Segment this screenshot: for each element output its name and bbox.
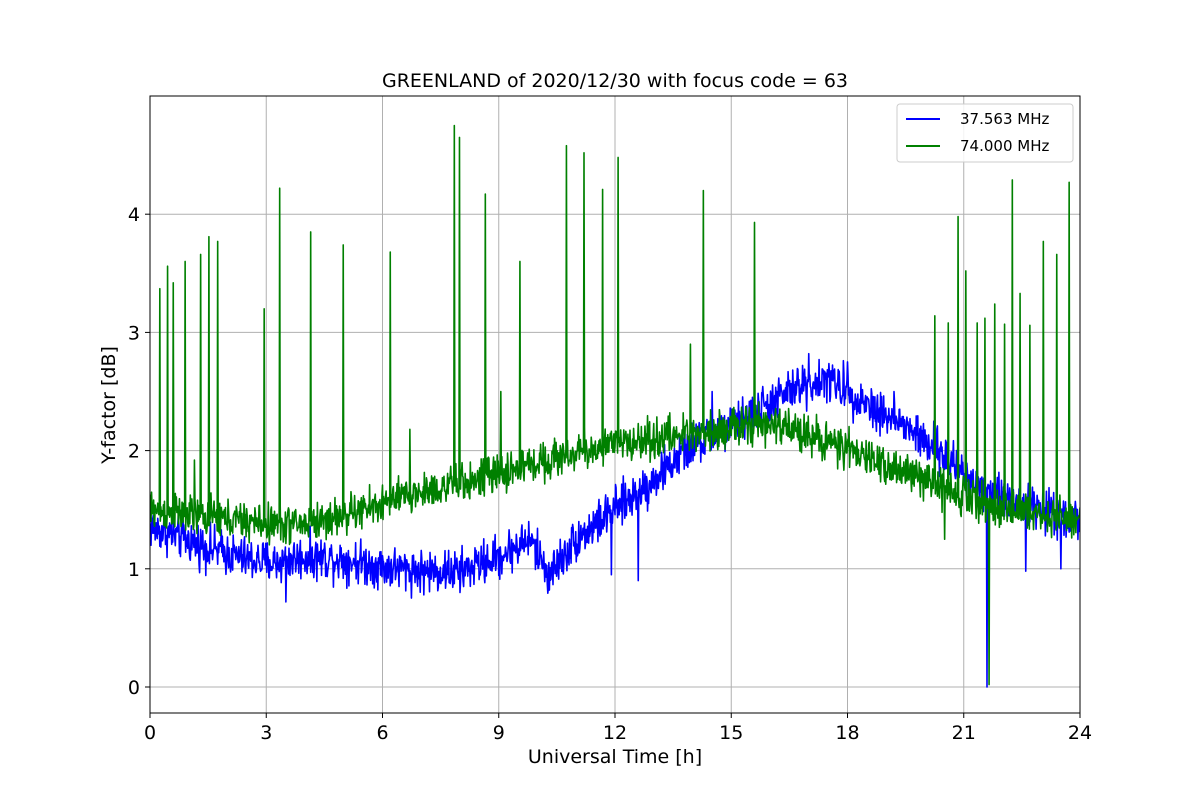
x-tick-label: 12 <box>603 722 627 744</box>
y-tick-label: 1 <box>128 559 140 581</box>
y-tick-label: 0 <box>128 677 140 699</box>
legend-label-37mhz: 37.563 MHz <box>960 110 1049 128</box>
x-tick-label: 3 <box>260 722 272 744</box>
x-axis-label: Universal Time [h] <box>528 746 702 768</box>
x-tick-label: 15 <box>719 722 743 744</box>
y-axis-label: Y-factor [dB] <box>98 346 120 465</box>
x-tick-label: 9 <box>493 722 505 744</box>
legend-label-74mhz: 74.000 MHz <box>960 137 1049 155</box>
y-tick-label: 4 <box>128 204 140 226</box>
x-tick-label: 24 <box>1068 722 1092 744</box>
x-tick-label: 21 <box>952 722 976 744</box>
y-tick-label: 2 <box>128 441 140 463</box>
legend: 37.563 MHz 74.000 MHz <box>896 103 1074 163</box>
chart-title: GREENLAND of 2020/12/30 with focus code … <box>382 70 848 92</box>
series-layer <box>150 124 1080 688</box>
x-tick-label: 18 <box>835 722 859 744</box>
x-tick-label: 0 <box>144 722 156 744</box>
series-line-74mhz <box>150 124 1080 686</box>
series-line-37mhz <box>150 352 1080 688</box>
legend-box <box>896 103 1074 163</box>
y-tick-label: 3 <box>128 322 140 344</box>
x-tick-label: 6 <box>376 722 388 744</box>
